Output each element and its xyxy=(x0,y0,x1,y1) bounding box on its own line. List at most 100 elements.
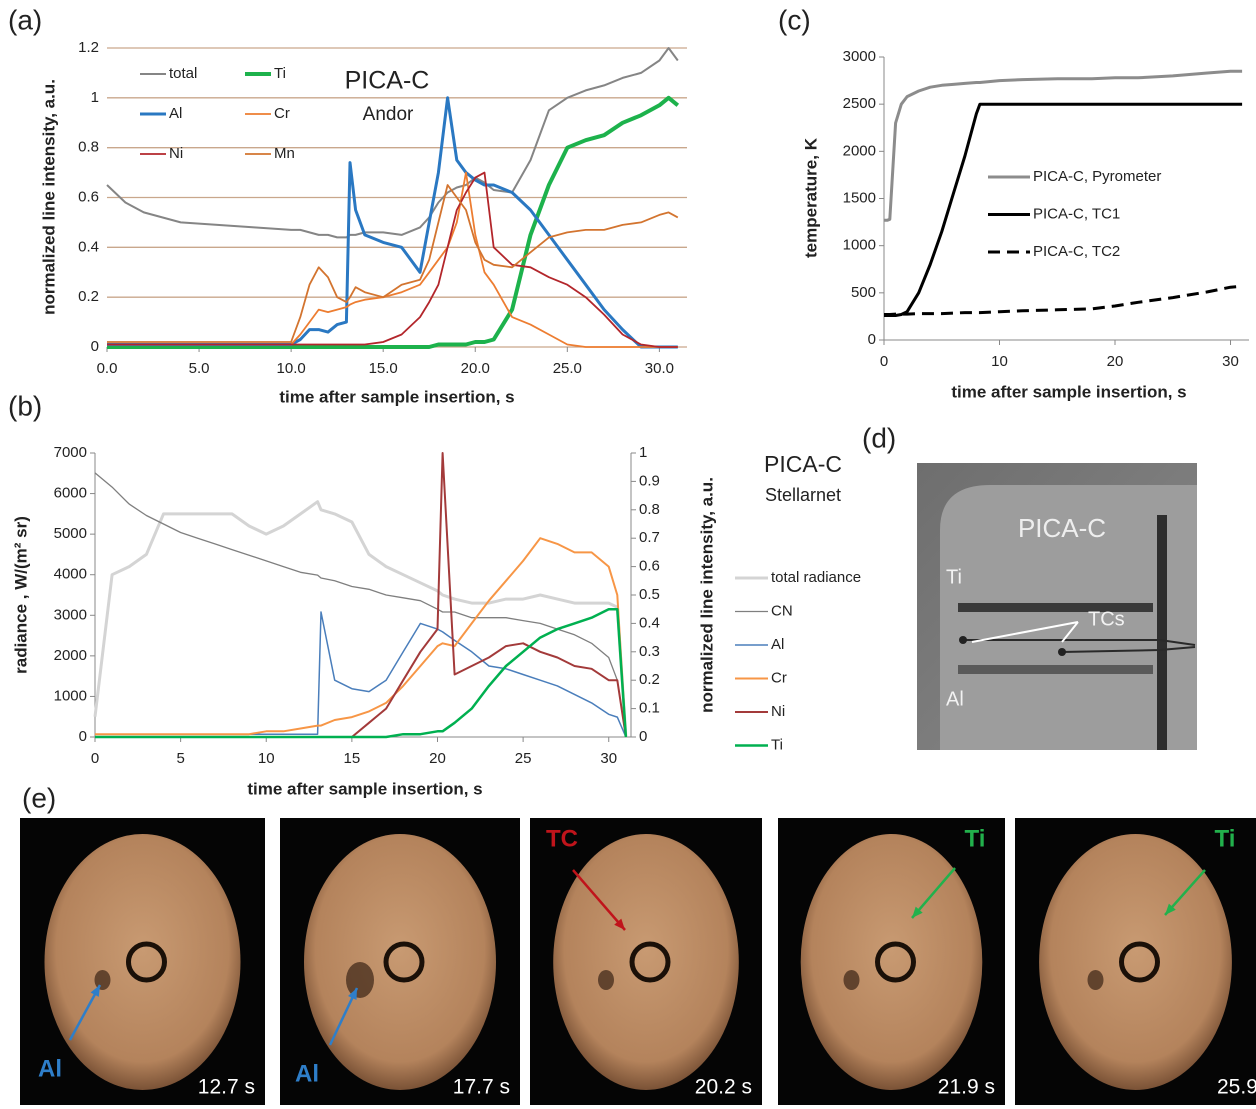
y2-axis-title: normalized line intensity, a.u. xyxy=(697,477,716,713)
time-label: 12.7 s xyxy=(198,1076,255,1099)
y-tick-label: 0.2 xyxy=(78,288,99,305)
arrow xyxy=(971,621,1079,643)
y2-tick-label: 0.8 xyxy=(639,501,660,518)
y-tick-label: 7000 xyxy=(54,444,87,461)
x-tick-label: 15 xyxy=(344,750,361,767)
arrow-head xyxy=(90,985,100,997)
x-tick-label: 0.0 xyxy=(97,360,118,377)
strip xyxy=(958,665,1153,674)
x-axis-title: time after sample insertion, s xyxy=(951,382,1186,401)
series-line xyxy=(884,284,1243,316)
legend-label: Ni xyxy=(169,145,183,162)
y-tick-label: 5000 xyxy=(54,525,87,542)
dark-spot xyxy=(843,970,860,990)
marker-label: Ti xyxy=(965,825,986,852)
legend-label: PICA-C, TC2 xyxy=(1033,243,1120,260)
tc-point xyxy=(959,636,967,644)
x-tick-label: 0 xyxy=(880,353,888,370)
y2-tick-label: 0.7 xyxy=(639,529,660,546)
time-label: 25.9 s xyxy=(1217,1076,1256,1099)
series-line xyxy=(95,607,628,739)
legend-label: Cr xyxy=(274,105,290,122)
chart: (a) 0 0.2 0.4 0.6 0.8 1 1.2 0.0 5.0 10.0 15.0 20.0 25… xyxy=(8,4,687,406)
arrow-head xyxy=(614,918,625,930)
y-tick-label: 1000 xyxy=(843,237,876,254)
legend-label: total xyxy=(169,65,197,82)
legend-label: Ti xyxy=(771,736,783,753)
sample-disk xyxy=(44,834,241,1090)
arrow-head xyxy=(912,906,923,918)
y2-tick-label: 0.6 xyxy=(639,558,660,575)
dark-spot xyxy=(346,962,374,998)
x-tick-label: 5 xyxy=(176,750,184,767)
y-tick-label: 1500 xyxy=(843,189,876,206)
x-tick-label: 30 xyxy=(600,750,617,767)
time-label: 20.2 s xyxy=(695,1076,752,1099)
x-axis-title: time after sample insertion, s xyxy=(247,779,482,798)
y-tick-label: 0 xyxy=(79,728,87,745)
y-tick-label: 2500 xyxy=(843,95,876,112)
x-tick-label: 10 xyxy=(258,750,275,767)
y-tick-label: 3000 xyxy=(843,48,876,65)
x-tick-label: 5.0 xyxy=(189,360,210,377)
y-tick-label: 4000 xyxy=(54,566,87,583)
x-tick-label: 30 xyxy=(1222,353,1239,370)
strip xyxy=(958,603,1153,612)
y2-tick-label: 1 xyxy=(639,444,647,461)
panel-label: (a) xyxy=(8,4,42,35)
panel-label: (b) xyxy=(8,390,42,421)
legend-label: PICA-C, TC1 xyxy=(1033,205,1120,222)
tc-point xyxy=(1058,648,1066,656)
y-tick-label: 1 xyxy=(91,89,99,106)
tc-wires xyxy=(962,639,1196,653)
y2-tick-label: 0.2 xyxy=(639,671,660,688)
series-line xyxy=(95,611,627,738)
y-tick-label: 1.2 xyxy=(78,39,99,56)
arrow xyxy=(572,869,626,931)
x-tick-label: 20.0 xyxy=(461,360,490,377)
x-tick-label: 25 xyxy=(515,750,532,767)
ring xyxy=(383,941,425,983)
ring xyxy=(875,941,916,983)
y-tick-label: 0.6 xyxy=(78,188,99,205)
ring xyxy=(126,941,167,983)
legend-label: Al xyxy=(771,636,784,653)
y2-tick-label: 0.1 xyxy=(639,700,660,717)
photo-frame: Al 17.7 s xyxy=(280,818,520,1105)
panel-label: (e) xyxy=(22,782,56,813)
y-tick-label: 500 xyxy=(851,284,876,301)
legend-label: Ni xyxy=(771,703,785,720)
x-tick-label: 15.0 xyxy=(369,360,398,377)
series-line xyxy=(107,184,679,343)
time-label: 17.7 s xyxy=(453,1076,510,1099)
legend-label: Mn xyxy=(274,145,295,162)
x-tick-label: 20 xyxy=(429,750,446,767)
series-line xyxy=(95,537,627,738)
photo-text: Al xyxy=(946,688,964,710)
series-line xyxy=(93,500,628,738)
chart: (b) 0 1000 2000 3000 4000 5000 6000 7000 0 0.1 0.2 0… xyxy=(8,390,861,798)
series-line xyxy=(106,47,679,239)
annotation: PICA-C xyxy=(345,67,430,95)
x-tick-label: 0 xyxy=(91,750,99,767)
y2-tick-label: 0.4 xyxy=(639,614,660,631)
photo-text: TCs xyxy=(1088,608,1125,630)
photo-frame: Ti 25.9 s xyxy=(1015,818,1256,1105)
dark-spot xyxy=(94,970,111,990)
photo-text: Ti xyxy=(946,566,962,588)
y-tick-label: 0.8 xyxy=(78,139,99,156)
legend-label: Al xyxy=(169,105,182,122)
x-tick-label: 20 xyxy=(1107,353,1124,370)
series-line xyxy=(94,472,627,738)
annotation: PICA-C xyxy=(764,451,842,477)
annotation: Andor xyxy=(363,104,414,125)
sample-disk xyxy=(1039,834,1232,1090)
photo-d: (d) PICA-C Ti TCs Al xyxy=(862,422,1197,750)
y-axis-title: temperature, K xyxy=(801,137,820,258)
series-line xyxy=(107,171,678,348)
legend-label: Ti xyxy=(274,65,286,82)
x-axis-title: time after sample insertion, s xyxy=(279,387,514,406)
y2-tick-label: 0.9 xyxy=(639,472,660,489)
series-line xyxy=(107,171,678,348)
series-line xyxy=(107,95,680,349)
